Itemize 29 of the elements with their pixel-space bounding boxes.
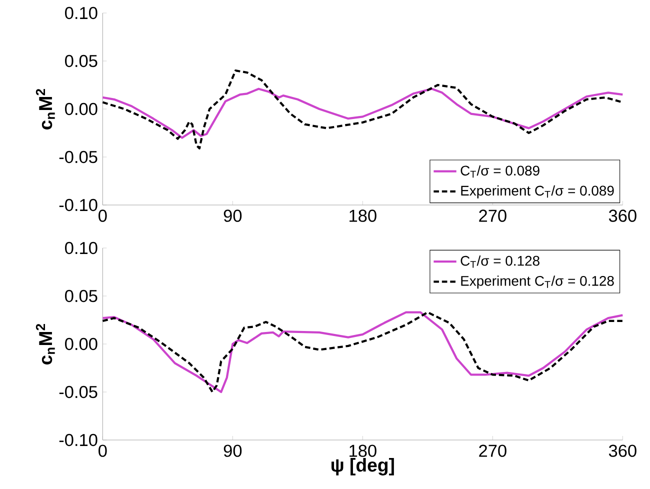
legend-label: Experiment C$_{T}$/σ = 0.128: [461, 276, 614, 289]
legend-label: C$_{T}$/σ = 0.089: [460, 165, 540, 178]
line-series: [102, 70, 624, 150]
legend-label: Experiment C$_{T}$/σ = 0.089: [461, 185, 614, 198]
x-tick-label: 90: [224, 210, 242, 222]
x-tick-label: 90: [224, 444, 242, 457]
y-tick-label: 0.10: [65, 242, 98, 254]
x-tick-label: 180: [350, 210, 376, 222]
y-tick-label: 0.00: [65, 338, 98, 350]
y-tick-label: -0.10: [59, 434, 98, 446]
y-tick-label: 0.10: [65, 6, 98, 20]
line-series: [102, 311, 624, 394]
x-tick-label: 180: [350, 444, 376, 457]
y-tick-label: 0.05: [65, 54, 98, 68]
y-tick-label: 0.05: [65, 290, 98, 302]
y-tick-label: -0.10: [59, 198, 98, 212]
x-axis-title: ψ [deg]: [332, 458, 394, 476]
x-tick-label: 360: [608, 210, 636, 222]
y-tick-label: -0.05: [59, 150, 98, 164]
x-tick-label: 0: [98, 210, 107, 222]
x-tick-label: 360: [608, 444, 636, 457]
y-axis-title: c$_{n}$M$^{2}$: [36, 324, 55, 364]
y-tick-label: -0.05: [59, 386, 98, 398]
legend-label: C$_{T}$/σ = 0.128: [460, 256, 540, 268]
y-tick-label: 0.00: [65, 102, 98, 116]
y-axis-title: c$_{n}$M$^{2}$: [36, 88, 55, 130]
x-tick-label: 0: [98, 444, 107, 457]
x-tick-label: 270: [479, 210, 506, 222]
x-tick-label: 270: [479, 444, 506, 457]
